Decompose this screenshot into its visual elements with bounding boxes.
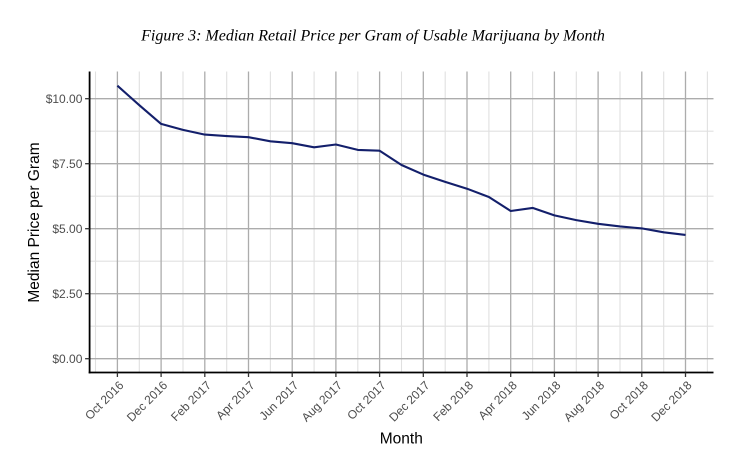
svg-text:$0.00: $0.00 [52, 352, 82, 366]
svg-text:$2.50: $2.50 [52, 287, 82, 301]
svg-text:$10.00: $10.00 [46, 92, 83, 106]
svg-text:$7.50: $7.50 [52, 157, 82, 171]
svg-text:Month: Month [380, 431, 423, 448]
svg-text:Median Price per Gram: Median Price per Gram [26, 142, 43, 302]
svg-text:Figure 3: Median Retail Price: Figure 3: Median Retail Price per Gram o… [140, 28, 605, 45]
svg-text:$5.00: $5.00 [52, 222, 82, 236]
